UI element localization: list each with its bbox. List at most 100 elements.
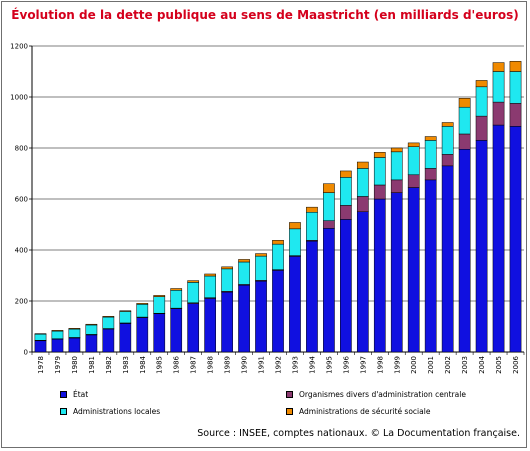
bar-asso-1986 bbox=[170, 288, 183, 291]
bar-asso-1991 bbox=[255, 253, 267, 257]
bar-asso-1987 bbox=[187, 280, 200, 283]
x-tick-label: 1985 bbox=[156, 356, 164, 374]
bar-etat-1998 bbox=[373, 198, 386, 353]
bar-etat-1988 bbox=[204, 298, 216, 353]
bar-asso-1992 bbox=[272, 240, 284, 245]
x-tick-label: 1999 bbox=[393, 356, 401, 374]
bar-etat-1999 bbox=[390, 192, 403, 353]
bar-asso-2006 bbox=[509, 61, 522, 72]
bar-etat-2002 bbox=[441, 165, 454, 353]
bar-etat-1979 bbox=[51, 339, 64, 353]
legend-item-apul: Administrations locales bbox=[60, 407, 160, 416]
bar-etat-1986 bbox=[170, 308, 183, 353]
bar-odac-1996 bbox=[340, 205, 352, 220]
source-note: Source : INSEE, comptes nationaux. © La … bbox=[197, 428, 520, 439]
bar-odac-1999 bbox=[390, 179, 403, 193]
legend-swatch-asso bbox=[286, 408, 293, 415]
x-tick-label: 1996 bbox=[342, 355, 350, 373]
bar-asso-1980 bbox=[68, 328, 81, 330]
legend-label-etat: État bbox=[73, 390, 89, 399]
bar-etat-2001 bbox=[424, 179, 437, 353]
bar-etat-1991 bbox=[255, 280, 267, 353]
y-tick-label: 600 bbox=[15, 196, 28, 204]
y-tick-label: 800 bbox=[15, 145, 28, 153]
x-tick-label: 2004 bbox=[478, 355, 486, 373]
bar-etat-1982 bbox=[102, 328, 115, 353]
bar-etat-1984 bbox=[136, 317, 149, 353]
bar-etat-1996 bbox=[340, 219, 352, 353]
bar-odac-1995 bbox=[323, 220, 335, 229]
legend-item-asso: Administrations de sécurité sociale bbox=[286, 407, 430, 416]
bar-asso-1990 bbox=[238, 259, 250, 263]
bar-etat-1997 bbox=[356, 211, 369, 353]
x-tick-label: 2001 bbox=[427, 356, 435, 374]
x-tick-label: 2006 bbox=[512, 355, 520, 373]
x-tick-label: 1989 bbox=[224, 356, 232, 374]
bar-asso-1984 bbox=[136, 303, 149, 305]
bar-apul-1997 bbox=[356, 168, 369, 197]
y-tick-label: 200 bbox=[15, 298, 28, 306]
bar-etat-1978 bbox=[34, 340, 47, 353]
x-tick-label: 2000 bbox=[410, 356, 418, 374]
legend-swatch-odac bbox=[286, 391, 293, 398]
bar-apul-1988 bbox=[204, 275, 216, 298]
legend-label-apul: Administrations locales bbox=[73, 407, 161, 416]
bar-etat-1983 bbox=[119, 323, 132, 353]
bar-etat-1981 bbox=[85, 334, 98, 353]
bar-odac-2004 bbox=[475, 115, 488, 141]
bar-odac-2005 bbox=[492, 101, 505, 126]
bar-asso-1999 bbox=[390, 147, 403, 153]
bar-apul-1979 bbox=[51, 330, 64, 339]
y-tick-label: 1200 bbox=[10, 43, 28, 51]
x-tick-label: 1998 bbox=[376, 356, 384, 374]
bar-apul-2001 bbox=[424, 140, 437, 169]
y-tick-label: 400 bbox=[15, 247, 28, 255]
bar-apul-1998 bbox=[373, 157, 386, 186]
y-tick-label: 1000 bbox=[10, 94, 28, 102]
bar-asso-1979 bbox=[51, 330, 64, 332]
bar-asso-2004 bbox=[475, 80, 488, 88]
bar-asso-2000 bbox=[407, 142, 420, 147]
bar-apul-1987 bbox=[187, 282, 200, 304]
bar-etat-1993 bbox=[289, 256, 301, 353]
bar-apul-1995 bbox=[323, 192, 335, 221]
chart-legend: État Organismes divers d'administration … bbox=[2, 386, 528, 446]
bar-asso-1983 bbox=[119, 310, 132, 312]
bar-odac-1998 bbox=[373, 184, 386, 200]
bar-asso-2003 bbox=[458, 98, 471, 108]
x-tick-label: 1982 bbox=[105, 356, 113, 374]
x-tick-label: 1978 bbox=[37, 356, 45, 374]
bar-apul-1993 bbox=[289, 228, 301, 256]
bar-apul-2003 bbox=[458, 106, 471, 135]
x-tick-label: 1980 bbox=[71, 356, 79, 374]
x-tick-label: 1987 bbox=[190, 356, 198, 374]
bar-asso-1998 bbox=[373, 152, 386, 158]
x-tick-label: 1979 bbox=[54, 356, 62, 374]
legend-swatch-apul bbox=[60, 408, 67, 415]
x-tick-label: 1997 bbox=[359, 356, 367, 374]
bar-apul-1985 bbox=[153, 296, 166, 314]
bar-asso-1995 bbox=[323, 183, 335, 193]
bar-odac-2002 bbox=[441, 154, 454, 167]
bar-asso-1982 bbox=[102, 316, 115, 318]
bar-asso-1994 bbox=[306, 206, 318, 213]
x-tick-label: 1986 bbox=[173, 355, 181, 373]
bar-apul-1984 bbox=[136, 304, 149, 318]
bar-apul-2006 bbox=[509, 71, 522, 104]
bar-asso-1993 bbox=[289, 222, 301, 230]
x-tick-label: 1993 bbox=[291, 356, 299, 374]
legend-swatch-etat bbox=[60, 391, 67, 398]
bar-odac-2006 bbox=[509, 103, 522, 127]
bar-apul-1992 bbox=[272, 243, 284, 270]
x-tick-label: 1984 bbox=[139, 355, 147, 373]
bar-apul-1996 bbox=[340, 177, 352, 206]
legend-label-asso: Administrations de sécurité sociale bbox=[299, 407, 431, 416]
bar-asso-1981 bbox=[85, 323, 98, 326]
bar-asso-1996 bbox=[340, 170, 352, 178]
bar-apul-2000 bbox=[407, 146, 420, 176]
bar-asso-1978 bbox=[34, 333, 47, 335]
x-tick-label: 1995 bbox=[325, 356, 333, 374]
x-tick-label: 2002 bbox=[444, 356, 452, 374]
